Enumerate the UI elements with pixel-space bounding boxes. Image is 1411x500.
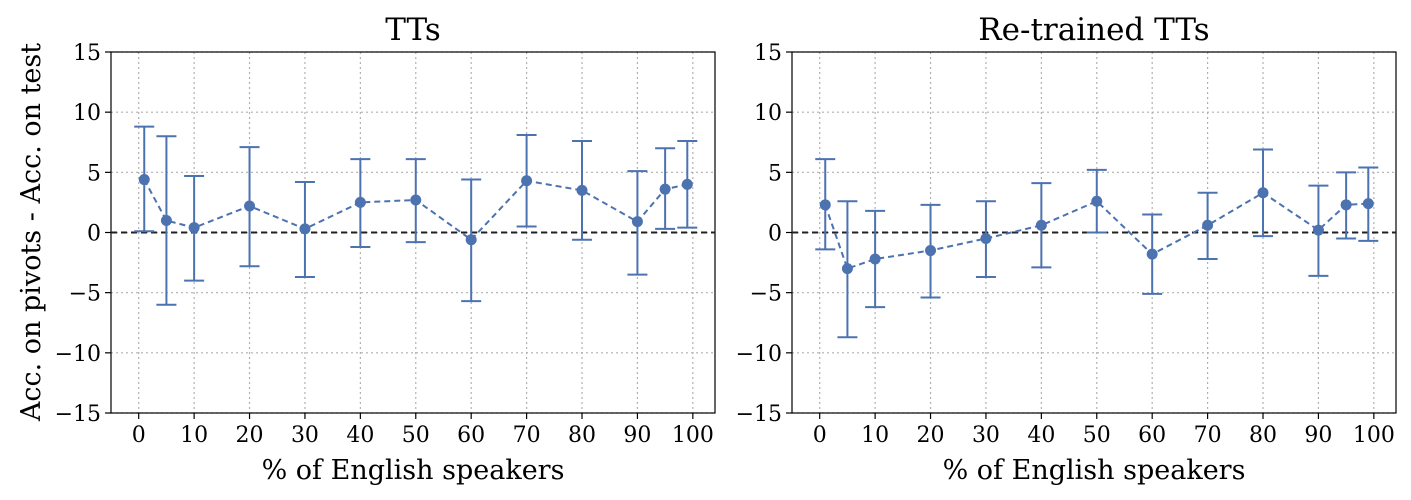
- x-tick-label: 80: [568, 423, 596, 448]
- data-point: [1312, 224, 1324, 236]
- x-tick-label: 100: [672, 423, 714, 448]
- data-point: [631, 216, 643, 228]
- y-tick-label: 0: [87, 222, 101, 247]
- data-point: [244, 200, 256, 212]
- data-point: [869, 253, 881, 265]
- x-tick-label: 80: [1249, 423, 1277, 448]
- chart-title: Re-trained TTs: [978, 12, 1209, 48]
- x-tick-label: 90: [623, 423, 651, 448]
- data-point: [980, 233, 992, 245]
- data-point: [1202, 219, 1214, 231]
- data-point: [659, 183, 671, 195]
- x-tick-label: 90: [1304, 423, 1332, 448]
- x-tick-label: 0: [813, 423, 827, 448]
- y-tick-label: 15: [73, 41, 101, 66]
- data-point: [410, 194, 422, 206]
- data-point: [1035, 219, 1047, 231]
- x-tick-label: 20: [236, 423, 264, 448]
- data-point: [1362, 198, 1374, 210]
- x-tick-label: 60: [457, 423, 485, 448]
- y-tick-label: −5: [69, 282, 101, 307]
- y-tick-label: −10: [55, 342, 101, 367]
- data-point: [521, 175, 533, 187]
- y-tick-label: 10: [754, 101, 782, 126]
- y-tick-label: 5: [87, 161, 101, 186]
- x-tick-label: 70: [513, 423, 541, 448]
- x-tick-label: 40: [346, 423, 374, 448]
- x-tick-label: 50: [1083, 423, 1111, 448]
- y-tick-label: −5: [750, 282, 782, 307]
- y-tick-label: 0: [768, 222, 782, 247]
- x-tick-label: 70: [1194, 423, 1222, 448]
- x-tick-label: 50: [402, 423, 430, 448]
- data-point: [819, 199, 831, 211]
- data-point: [841, 263, 853, 275]
- data-point: [576, 184, 588, 196]
- data-point: [1146, 248, 1158, 260]
- y-axis-label: Acc. on pivots - Acc. on test: [16, 43, 47, 422]
- x-axis-label: % of English speakers: [262, 455, 565, 486]
- x-tick-label: 20: [917, 423, 945, 448]
- data-point: [681, 178, 693, 190]
- chart-title: TTs: [385, 12, 441, 48]
- data-point: [160, 214, 172, 226]
- x-axis-label: % of English speakers: [943, 455, 1246, 486]
- y-tick-label: 15: [754, 41, 782, 66]
- x-tick-label: 10: [861, 423, 889, 448]
- y-tick-label: −10: [736, 342, 782, 367]
- data-point: [299, 223, 311, 235]
- x-tick-label: 100: [1353, 423, 1395, 448]
- data-point: [925, 245, 937, 257]
- x-tick-label: 0: [132, 423, 146, 448]
- data-point: [188, 222, 200, 234]
- y-tick-label: −15: [55, 402, 101, 427]
- panel-tts: 0 10 20 30 40 50 60 70 80 90 100 −15 −10 −5 0 5 10 15 TTs%…: [55, 12, 716, 486]
- y-tick-label: −15: [736, 402, 782, 427]
- x-tick-label: 60: [1138, 423, 1166, 448]
- data-point: [138, 174, 150, 186]
- y-tick-label: 5: [768, 161, 782, 186]
- data-point: [1340, 199, 1352, 211]
- x-tick-label: 10: [180, 423, 208, 448]
- x-tick-label: 40: [1027, 423, 1055, 448]
- data-point: [1091, 195, 1103, 207]
- y-tick-label: 10: [73, 101, 101, 126]
- data-point: [354, 196, 366, 208]
- data-point: [465, 234, 477, 246]
- x-tick-label: 30: [291, 423, 319, 448]
- data-point: [1257, 187, 1269, 199]
- panel-retrained-tts: 0 10 20 30 40 50 60 70 80 90 100 −15 −10 −5 0 5 10 15 Re-t…: [736, 12, 1397, 486]
- x-tick-label: 30: [972, 423, 1000, 448]
